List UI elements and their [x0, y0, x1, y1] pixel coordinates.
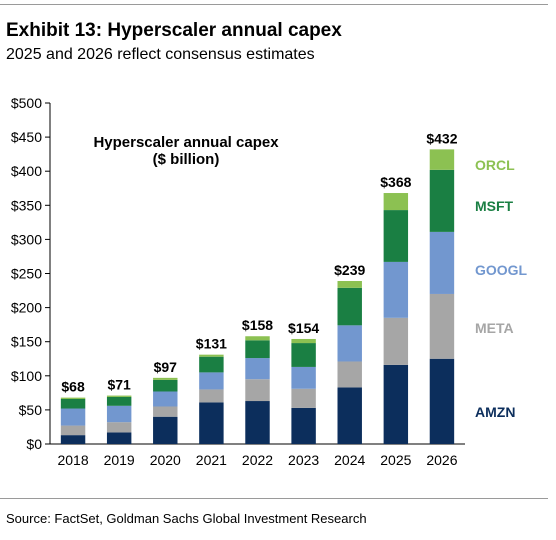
bar-segment-amzn: [60, 435, 86, 444]
bar-segment-meta: [199, 389, 224, 403]
bar-segment-orcl: [60, 397, 86, 399]
total-label: $71: [107, 377, 131, 393]
legend-meta: META: [475, 320, 514, 336]
y-tick-label: $200: [11, 300, 42, 316]
bar-segment-orcl: [291, 338, 316, 344]
bar-segment-orcl: [337, 281, 362, 288]
bar-segment-googl: [106, 405, 132, 423]
chart-labels: $68 2018 $71 2019 $97 2020 $131 2021 $158 2022 $15…: [57, 130, 527, 468]
x-tick-label: 2021: [196, 452, 227, 468]
bottom-rule: [0, 498, 548, 499]
y-tick-label: $0: [26, 436, 42, 452]
bar-segment-meta: [383, 317, 409, 365]
chart-bars: [60, 149, 455, 444]
total-label: $154: [288, 320, 319, 336]
bar-segment-amzn: [245, 401, 270, 444]
capex-chart: $0 $50 $100 $150 $200 $250 $300 $350 $400 $450 $50…: [11, 95, 528, 468]
bar-segment-amzn: [291, 407, 316, 444]
legend-amzn: AMZN: [475, 404, 515, 420]
chart-title: Hyperscaler annual capex: [93, 134, 279, 151]
bar-segment-googl: [337, 325, 362, 362]
bar-segment-amzn: [429, 358, 455, 444]
y-tick-label: $100: [11, 368, 42, 384]
bar-segment-meta: [106, 422, 132, 433]
top-rule: [0, 4, 548, 5]
bar-segment-orcl: [383, 193, 409, 211]
bar-segment-googl: [245, 358, 270, 380]
bar-segment-meta: [429, 293, 455, 359]
bar-segment-orcl: [199, 354, 224, 357]
bar-segment-amzn: [106, 432, 132, 444]
y-tick-label: $500: [11, 95, 42, 111]
bar-segment-orcl: [245, 336, 270, 341]
y-tick-label: $450: [11, 129, 42, 145]
bar-segment-orcl: [429, 149, 455, 170]
bar-segment-msft: [337, 287, 362, 326]
y-tick-label: $250: [11, 266, 42, 282]
total-label: $239: [334, 262, 365, 278]
legend-orcl: ORCL: [475, 157, 515, 173]
x-tick-label: 2024: [334, 452, 365, 468]
x-tick-label: 2023: [288, 452, 319, 468]
exhibit-title: Exhibit 13: Hyperscaler annual capex: [6, 20, 342, 41]
bar-segment-msft: [199, 356, 224, 373]
bar-segment-msft: [153, 379, 178, 392]
chart-axes: $0 $50 $100 $150 $200 $250 $300 $350 $400 $450 $50…: [11, 95, 465, 452]
bar-segment-meta: [291, 388, 316, 408]
total-label: $131: [196, 336, 227, 352]
chart-subtitle: ($ billion): [153, 151, 220, 168]
bar-segment-meta: [153, 406, 178, 417]
bar-segment-meta: [60, 425, 86, 436]
x-tick-label: 2019: [104, 452, 135, 468]
bar-segment-amzn: [337, 387, 362, 444]
bar-segment-orcl: [153, 377, 178, 380]
bar-segment-msft: [429, 169, 455, 232]
bar-segment-orcl: [106, 395, 132, 397]
x-tick-label: 2022: [242, 452, 273, 468]
legend-googl: GOOGL: [475, 262, 528, 278]
x-tick-label: 2020: [150, 452, 181, 468]
total-label: $432: [426, 130, 457, 146]
legend-msft: MSFT: [475, 198, 514, 214]
source-note: Source: FactSet, Goldman Sachs Global In…: [6, 511, 367, 526]
exhibit-subtitle: 2025 and 2026 reflect consensus estimate…: [6, 46, 315, 63]
bar-segment-googl: [291, 366, 316, 389]
bar-segment-googl: [199, 372, 224, 390]
bar-segment-amzn: [199, 402, 224, 444]
y-tick-label: $150: [11, 334, 42, 350]
bar-segment-amzn: [383, 364, 409, 444]
bar-segment-msft: [106, 396, 132, 406]
bar-segment-meta: [337, 361, 362, 388]
total-label: $368: [380, 174, 411, 190]
bar-segment-meta: [245, 379, 270, 402]
total-label: $97: [154, 359, 178, 375]
y-tick-label: $50: [19, 402, 43, 418]
y-tick-label: $350: [11, 197, 42, 213]
bar-segment-msft: [245, 340, 270, 359]
y-tick-label: $300: [11, 231, 42, 247]
bar-segment-msft: [291, 343, 316, 367]
bar-segment-googl: [383, 261, 409, 318]
bar-segment-msft: [60, 398, 86, 409]
bar-segment-googl: [429, 231, 455, 294]
total-label: $68: [61, 379, 85, 395]
bar-segment-googl: [60, 408, 86, 426]
x-tick-label: 2026: [426, 452, 457, 468]
bar-segment-msft: [383, 210, 409, 262]
total-label: $158: [242, 317, 273, 333]
bar-segment-googl: [153, 391, 178, 407]
x-tick-label: 2018: [57, 452, 88, 468]
bar-segment-amzn: [153, 416, 178, 444]
x-tick-label: 2025: [380, 452, 411, 468]
y-tick-label: $400: [11, 163, 42, 179]
